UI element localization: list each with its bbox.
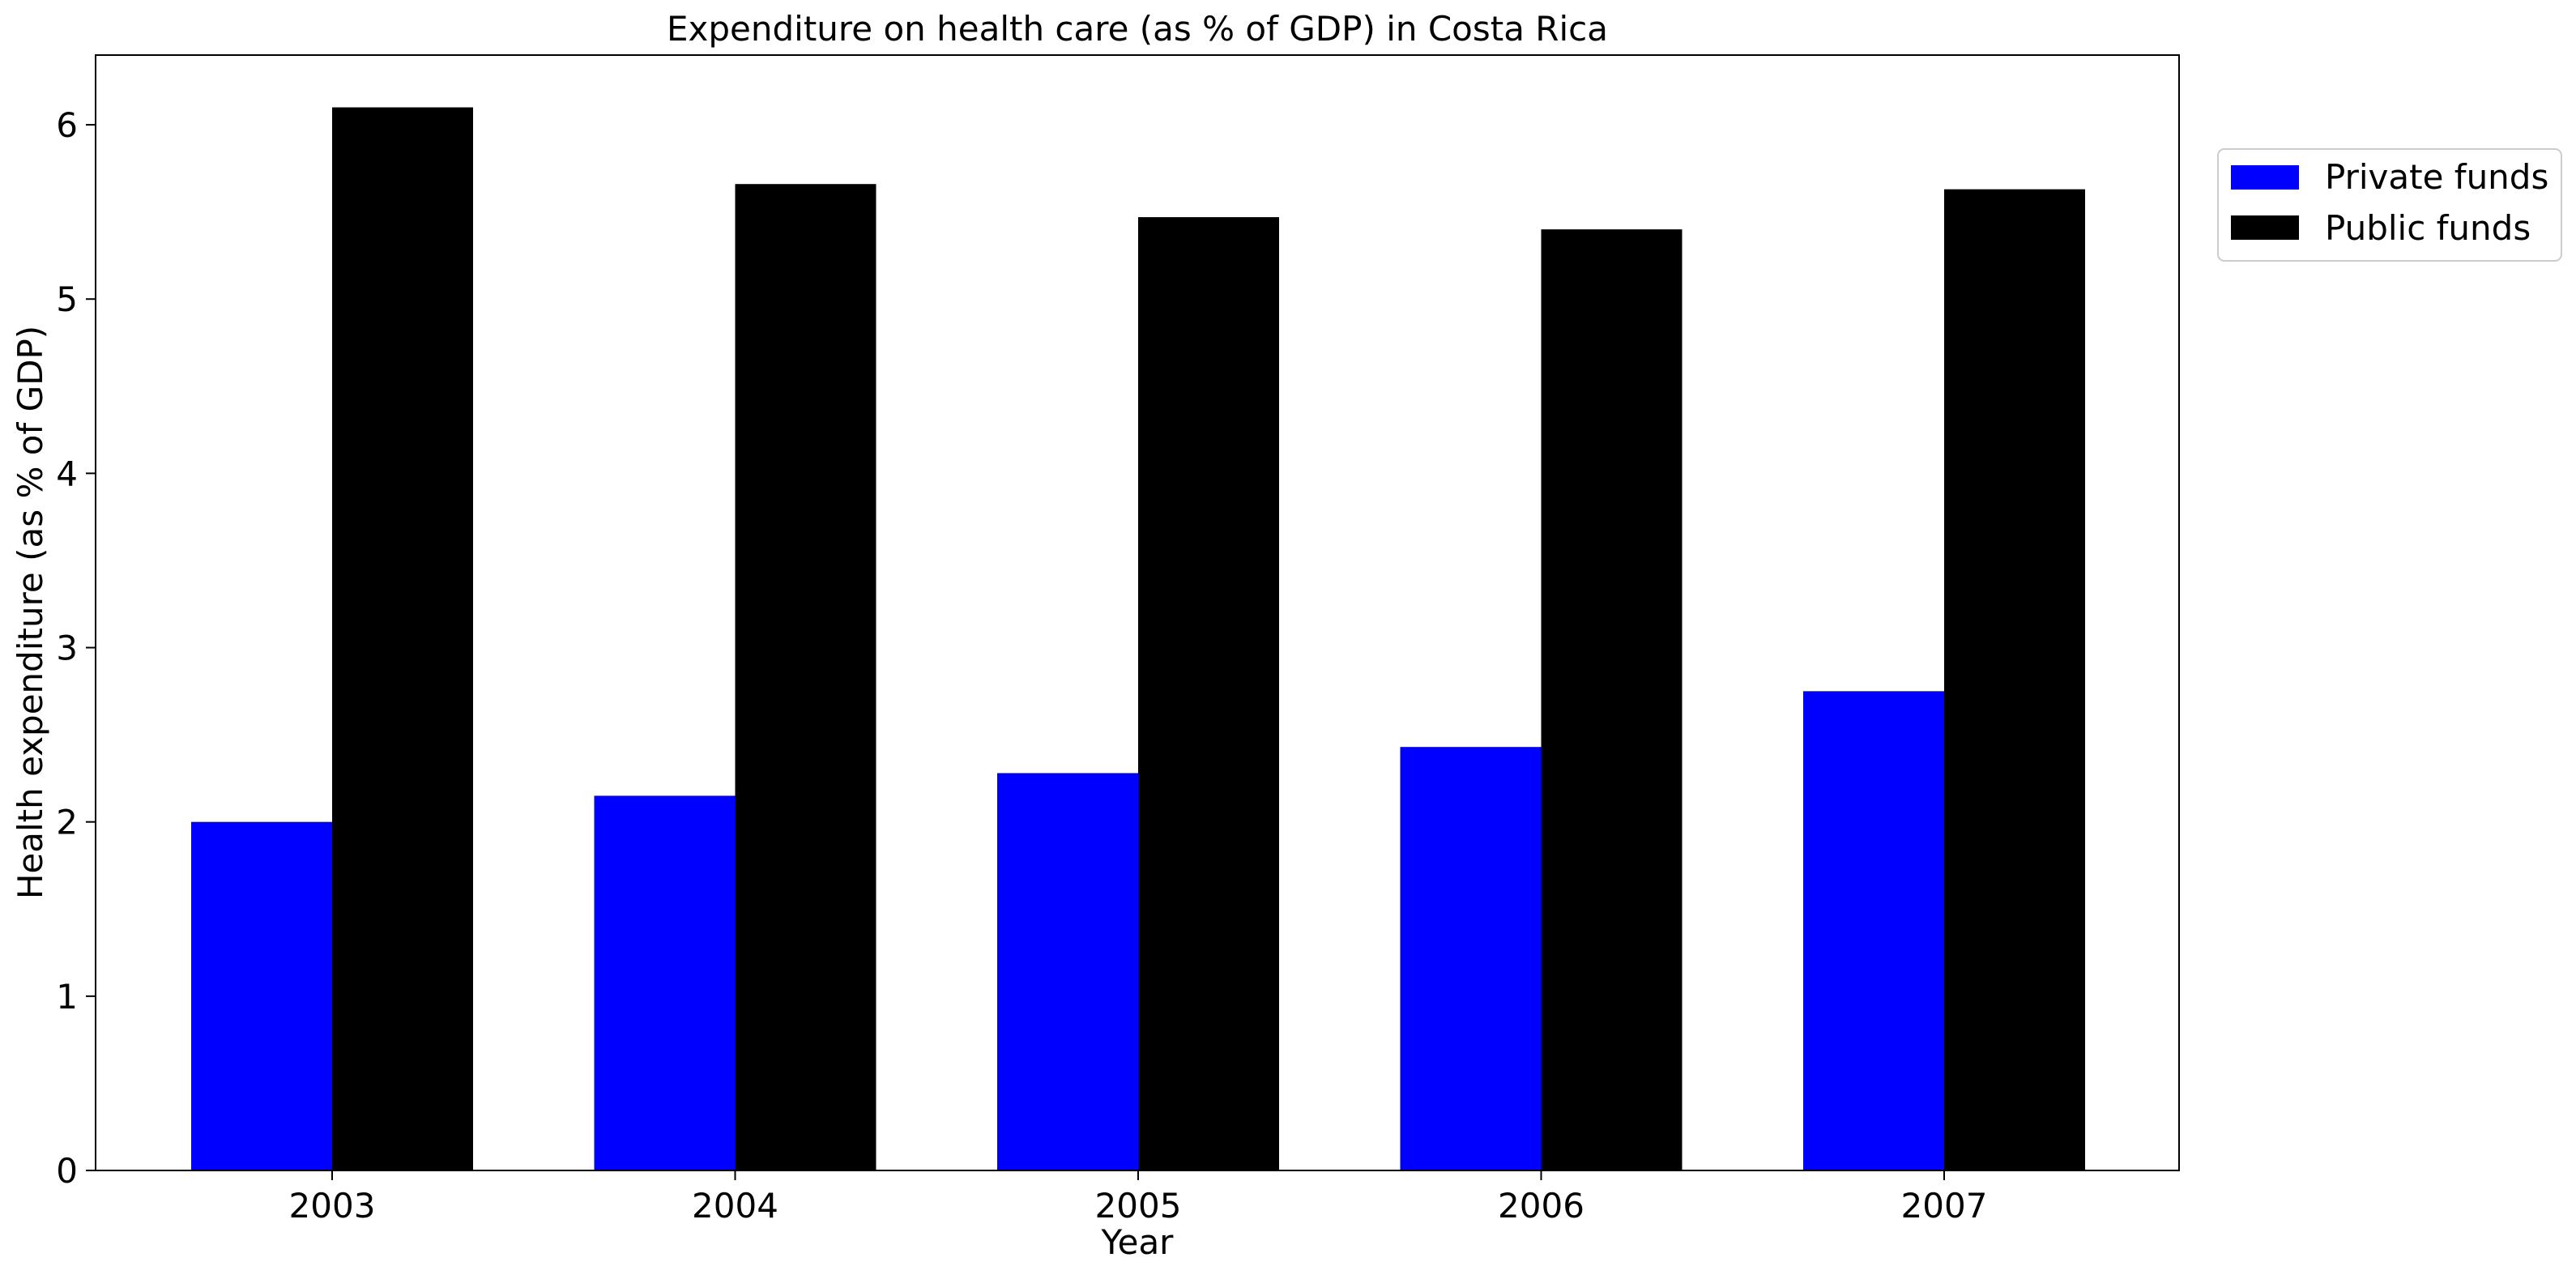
y-tick-label-6: 6 xyxy=(56,105,78,145)
y-axis: 0 1 2 3 4 5 6 xyxy=(56,105,96,1191)
legend-label-private-funds: Private funds xyxy=(2325,157,2548,197)
y-tick-label-2: 2 xyxy=(56,803,78,842)
bar-public-funds-2004 xyxy=(735,184,876,1171)
bar-private-funds-2004 xyxy=(594,795,736,1170)
y-tick-label-1: 1 xyxy=(56,977,78,1017)
y-tick-label-0: 0 xyxy=(56,1151,78,1191)
x-tick-label-2006: 2006 xyxy=(1498,1186,1584,1226)
bar-private-funds-2003 xyxy=(191,821,332,1170)
x-tick-label-2003: 2003 xyxy=(289,1186,376,1226)
bar-private-funds-2005 xyxy=(997,773,1138,1170)
x-tick-label-2005: 2005 xyxy=(1095,1186,1182,1226)
x-axis: 2003 2004 2005 2006 2007 xyxy=(289,1170,1988,1226)
y-tick-label-3: 3 xyxy=(56,629,78,668)
y-axis-label: Health expenditure (as % of GDP) xyxy=(11,326,50,899)
bar-public-funds-2003 xyxy=(332,107,473,1170)
chart-title: Expenditure on health care (as % of GDP)… xyxy=(667,9,1608,49)
bar-private-funds-2006 xyxy=(1400,747,1542,1170)
x-tick-label-2007: 2007 xyxy=(1901,1186,1988,1226)
legend-frame xyxy=(2217,148,2562,262)
bar-public-funds-2005 xyxy=(1138,217,1279,1170)
bar-public-funds-2006 xyxy=(1541,229,1683,1170)
bars-group xyxy=(191,107,2085,1171)
y-tick-label-5: 5 xyxy=(56,279,78,319)
x-tick-label-2004: 2004 xyxy=(692,1186,778,1226)
y-tick-label-4: 4 xyxy=(56,454,78,493)
legend-swatch-public-funds xyxy=(2231,215,2299,240)
legend: Private funds Public funds xyxy=(2217,148,2562,262)
legend-label-public-funds: Public funds xyxy=(2325,208,2531,248)
bar-public-funds-2007 xyxy=(1944,189,2085,1171)
x-axis-label: Year xyxy=(1101,1222,1175,1262)
legend-swatch-private-funds xyxy=(2231,165,2299,190)
bar-private-funds-2007 xyxy=(1803,691,1944,1170)
